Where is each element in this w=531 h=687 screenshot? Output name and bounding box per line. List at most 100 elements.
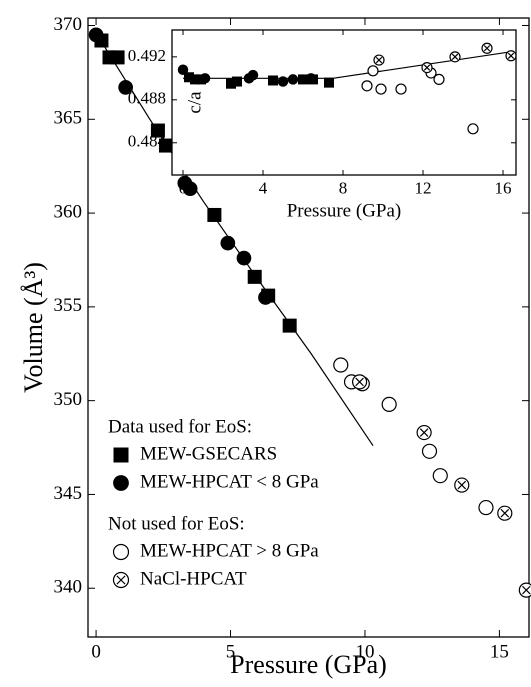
square-marker xyxy=(298,74,308,85)
point xyxy=(432,468,448,484)
point xyxy=(287,74,299,85)
x-tick-label: 10 xyxy=(355,642,374,663)
y-tick-label: 340 xyxy=(54,577,83,598)
circle-marker xyxy=(177,64,189,75)
square-marker xyxy=(226,78,236,89)
cross xyxy=(500,508,510,518)
point xyxy=(184,72,194,83)
point xyxy=(158,138,173,153)
point xyxy=(421,443,438,459)
point xyxy=(282,318,297,333)
square-marker xyxy=(110,50,125,65)
x-tick-label: 12 xyxy=(415,178,432,197)
plot-frame xyxy=(87,17,530,638)
circle-marker xyxy=(287,74,299,85)
point xyxy=(110,50,125,65)
y-tick-label: 365 xyxy=(54,108,83,129)
point xyxy=(220,235,236,251)
circle-marker xyxy=(118,80,133,95)
circle-marker xyxy=(258,290,273,305)
cross xyxy=(451,53,459,61)
point xyxy=(433,73,445,86)
circle-marker xyxy=(199,73,211,84)
circle-marker xyxy=(375,83,387,95)
point xyxy=(268,75,278,86)
y-tick-label: 0.488 xyxy=(128,89,166,108)
circle-marker xyxy=(478,499,494,516)
point xyxy=(190,74,200,85)
y-axis-label: c/a xyxy=(184,91,205,114)
legend-title: Data used for EoS: xyxy=(108,416,252,437)
point xyxy=(351,374,368,390)
point xyxy=(112,571,130,589)
cross xyxy=(507,52,515,59)
point xyxy=(277,76,289,87)
circle-marker xyxy=(113,475,129,491)
point xyxy=(199,73,211,84)
circle-marker xyxy=(277,76,289,87)
square-marker xyxy=(150,123,165,138)
circle-marker xyxy=(367,65,379,77)
legend-title: Not used for EoS: xyxy=(108,513,245,534)
circle-marker xyxy=(361,80,373,92)
x-tick-label: 4 xyxy=(259,178,268,197)
x-axis-label: Pressure (GPa) xyxy=(230,650,387,679)
point xyxy=(381,396,397,413)
circle-marker xyxy=(305,73,317,84)
cross xyxy=(355,377,364,387)
square-marker xyxy=(184,72,194,83)
point xyxy=(478,499,494,516)
point xyxy=(207,207,222,222)
y-tick-label: 355 xyxy=(54,295,83,316)
x-tick-label: 5 xyxy=(226,642,236,663)
point xyxy=(226,78,236,89)
cross xyxy=(419,428,429,437)
circle-marker xyxy=(112,543,130,561)
circle-marker xyxy=(220,235,236,251)
point xyxy=(182,181,198,197)
cross xyxy=(423,64,431,71)
square-marker xyxy=(268,75,278,86)
legend-label: MEW-GSECARS xyxy=(140,443,277,464)
point xyxy=(421,61,433,74)
circle-marker xyxy=(333,357,349,373)
circle-marker xyxy=(467,123,479,135)
point xyxy=(373,54,385,66)
cross xyxy=(483,45,491,52)
x-tick-label: 15 xyxy=(490,642,509,663)
cross xyxy=(116,575,126,585)
square-marker xyxy=(232,76,242,87)
point xyxy=(177,64,189,75)
point xyxy=(395,83,407,95)
y-tick-label: 360 xyxy=(54,201,83,222)
y-tick-label: 0.484 xyxy=(128,132,167,151)
point xyxy=(113,475,129,491)
point xyxy=(305,73,317,84)
y-tick-label: 370 xyxy=(54,14,83,35)
y-axis-label: Volume (Å³) xyxy=(19,262,48,393)
point xyxy=(497,505,513,521)
point xyxy=(481,42,493,54)
cross xyxy=(522,585,531,595)
point xyxy=(118,80,133,95)
point xyxy=(236,250,252,266)
point xyxy=(324,77,334,88)
x-tick-label: 8 xyxy=(339,178,348,197)
x-axis-label: Pressure (GPa) xyxy=(287,200,402,221)
point xyxy=(247,69,259,81)
cross xyxy=(375,56,383,64)
point xyxy=(449,51,461,63)
point xyxy=(112,543,130,561)
circle-marker xyxy=(433,73,445,86)
square-marker xyxy=(113,447,129,463)
point xyxy=(333,357,349,373)
plot-frame xyxy=(171,29,517,176)
point xyxy=(258,290,273,305)
circle-marker xyxy=(236,250,252,266)
y-tick-label: 350 xyxy=(54,389,83,410)
circle-marker xyxy=(247,69,259,81)
square-marker xyxy=(282,318,297,333)
y-tick-label: 0.492 xyxy=(128,46,166,65)
point xyxy=(505,50,517,62)
circle-marker xyxy=(395,83,407,95)
